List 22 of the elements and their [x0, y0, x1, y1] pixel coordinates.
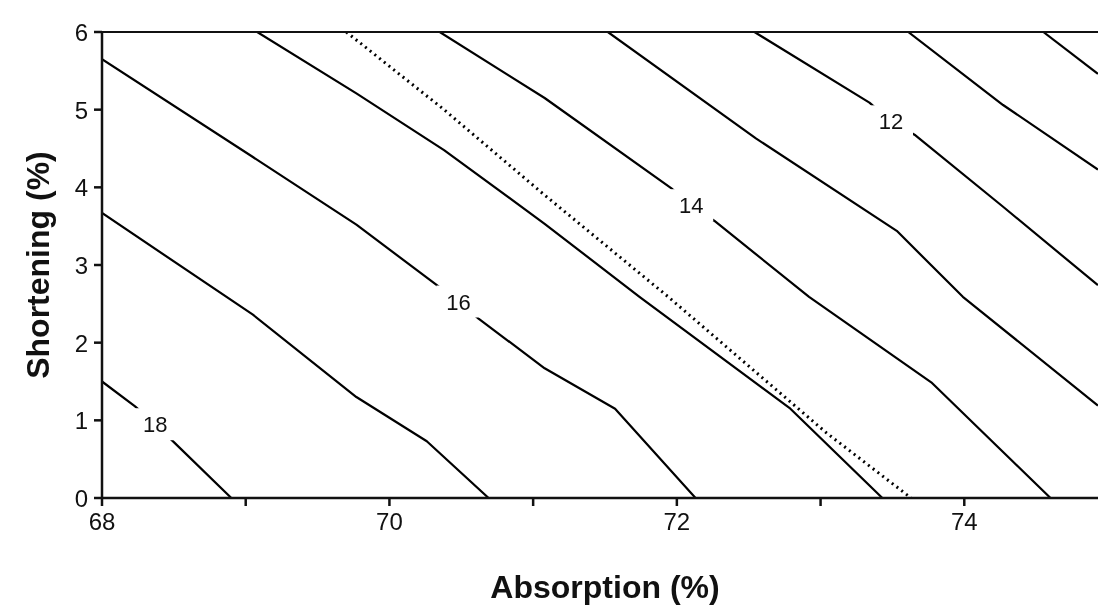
y-tick-label: 1 [74, 407, 88, 435]
annotation: 18 [142, 412, 168, 438]
x-tick-label: 72 [663, 508, 691, 535]
line-series [753, 32, 1098, 287]
y-tick-label: 3 [74, 252, 88, 279]
line-series [438, 32, 1052, 498]
line-series [102, 211, 490, 498]
y-tick-label: 0 [74, 485, 88, 512]
y-tick-label: 5 [74, 96, 88, 124]
x-tick-label: 70 [376, 508, 403, 535]
x-tick-label: 74 [950, 508, 978, 535]
annotation: 16 [446, 289, 471, 315]
line-series [606, 32, 1098, 407]
y-axis-title: Shortening (%) [20, 151, 56, 379]
x-tick-label: 68 [88, 508, 116, 535]
annotation: 12 [878, 109, 904, 135]
y-tick-label: 4 [74, 174, 88, 202]
y-tick-label: 2 [74, 329, 88, 357]
x-axis-title: Absorption (%) [490, 569, 720, 605]
annotation: 14 [678, 193, 704, 219]
line-series [102, 380, 233, 498]
y-tick-label: 6 [74, 19, 88, 46]
